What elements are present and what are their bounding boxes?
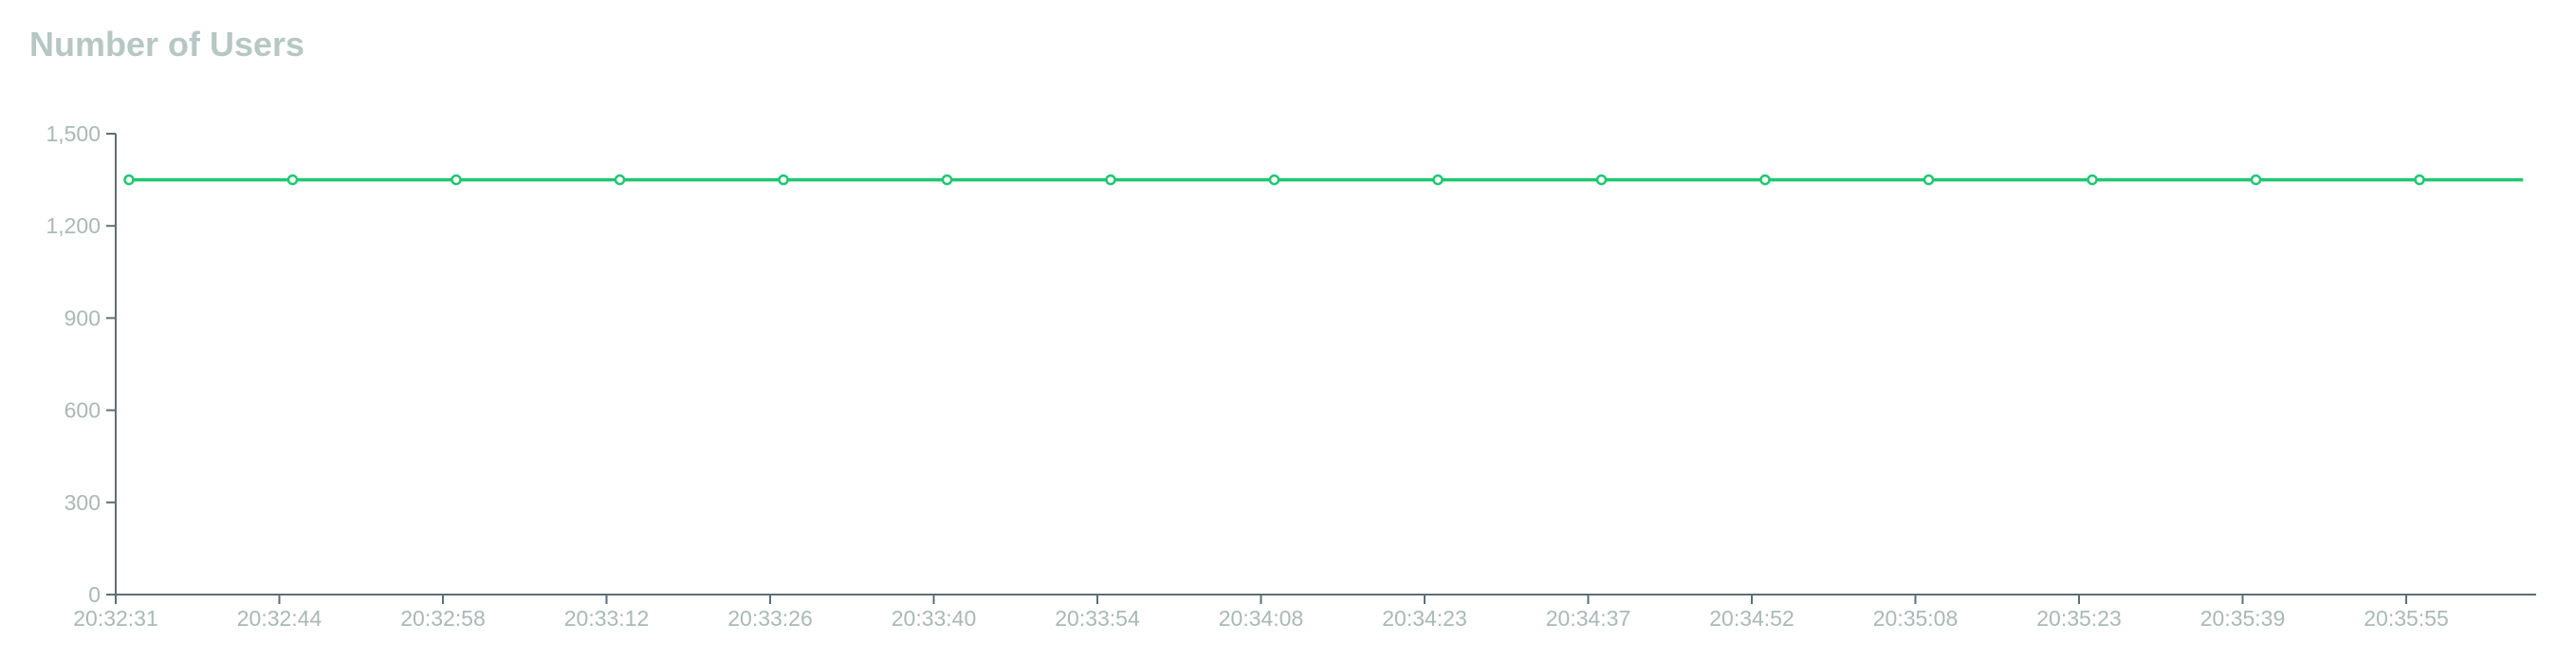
x-tick-label: 20:33:40 bbox=[892, 606, 977, 631]
x-tick-label: 20:34:52 bbox=[1709, 606, 1794, 631]
data-point bbox=[614, 174, 626, 186]
y-tick-label: 600 bbox=[64, 398, 101, 423]
y-tick-label: 0 bbox=[88, 582, 101, 607]
data-point bbox=[1432, 174, 1444, 186]
data-point bbox=[123, 174, 135, 186]
x-tick-label: 20:32:58 bbox=[400, 606, 486, 631]
data-point bbox=[286, 174, 299, 186]
y-tick-label: 900 bbox=[64, 305, 101, 330]
x-tick-label: 20:35:39 bbox=[2200, 606, 2286, 631]
x-tick-label: 20:33:26 bbox=[727, 606, 813, 631]
chart-title: Number of Users bbox=[29, 25, 305, 64]
data-point bbox=[2414, 174, 2425, 186]
data-point bbox=[451, 174, 462, 186]
x-tick-label: 20:32:31 bbox=[73, 606, 158, 631]
y-tick-label: 1,200 bbox=[46, 213, 101, 238]
y-tick-label: 300 bbox=[64, 490, 101, 515]
data-point bbox=[2250, 174, 2262, 186]
data-point bbox=[941, 174, 953, 186]
data-point bbox=[1268, 174, 1280, 186]
x-tick-label: 20:33:54 bbox=[1055, 606, 1140, 631]
x-tick-label: 20:34:23 bbox=[1382, 606, 1467, 631]
x-tick-label: 20:34:37 bbox=[1546, 606, 1631, 631]
y-tick-label: 1,500 bbox=[46, 121, 101, 146]
data-point bbox=[1759, 174, 1771, 186]
x-tick-label: 20:35:23 bbox=[2036, 606, 2122, 631]
data-point bbox=[2087, 174, 2098, 186]
x-tick-label: 20:35:08 bbox=[1873, 606, 1959, 631]
data-point bbox=[1105, 174, 1116, 186]
x-tick-label: 20:35:55 bbox=[2364, 606, 2449, 631]
data-point bbox=[1923, 174, 1935, 186]
x-tick-label: 20:32:44 bbox=[237, 606, 322, 631]
x-tick-label: 20:33:12 bbox=[564, 606, 650, 631]
data-point bbox=[1595, 174, 1608, 186]
data-point bbox=[778, 174, 789, 186]
x-tick-label: 20:34:08 bbox=[1219, 606, 1304, 631]
